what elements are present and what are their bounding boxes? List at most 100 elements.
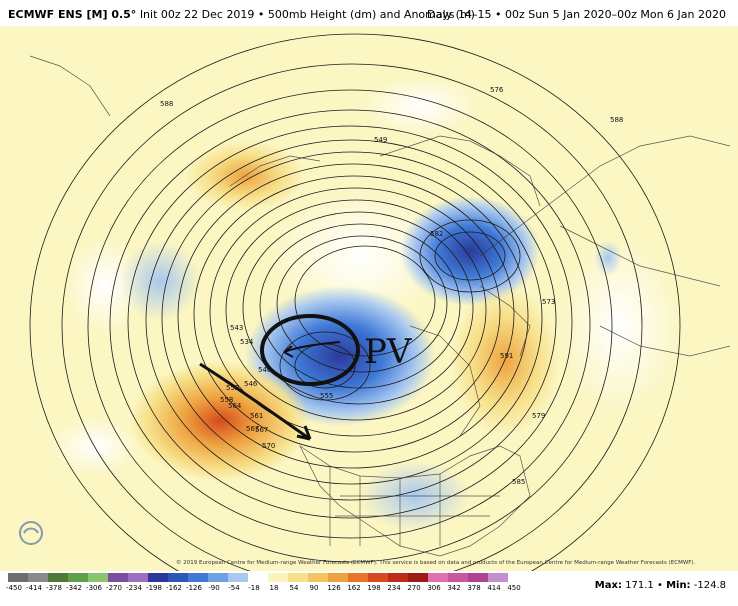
neutral-region bbox=[360, 76, 480, 136]
colorbar-swatch bbox=[488, 573, 508, 582]
colorbar-swatch bbox=[368, 573, 388, 582]
colorbar-tick-label: -450 bbox=[6, 584, 22, 592]
colorbar-tick-label: 234 bbox=[387, 584, 401, 592]
colorbar-swatch bbox=[208, 573, 228, 582]
colorbar-tick-label: 414 bbox=[487, 584, 501, 592]
colorbar-swatch bbox=[148, 573, 168, 582]
contour-label: 549 bbox=[374, 136, 387, 144]
chart-title: ECMWF ENS [M] 0.5° Init 00z 22 Dec 2019 … bbox=[8, 8, 475, 21]
min-value: -124.8 bbox=[693, 580, 726, 591]
init-time: Init 00z 22 Dec 2019 • 500mb Height (dm)… bbox=[139, 8, 475, 21]
colorbar-tick-label: 306 bbox=[427, 584, 441, 592]
separator-dot: • bbox=[656, 580, 663, 591]
colorbar-swatch bbox=[388, 573, 408, 582]
colorbar-tick-label: -18 bbox=[248, 584, 260, 592]
contour-label: 552 bbox=[226, 384, 239, 392]
colorbar-swatch bbox=[48, 573, 68, 582]
warm-anomaly-atlantic bbox=[450, 286, 560, 436]
cold-anomaly-asia bbox=[594, 240, 622, 276]
colorbar-tick-label: 90 bbox=[309, 584, 319, 592]
colorbar-swatch bbox=[268, 573, 288, 582]
colorbar-swatch bbox=[8, 573, 28, 582]
colorbar-tick-label: -198 bbox=[146, 584, 162, 592]
pv-circle-annotation bbox=[260, 314, 360, 386]
colorbar-tick-label: 162 bbox=[347, 584, 361, 592]
weatherbell-logo bbox=[18, 520, 44, 550]
colorbar-tick-label: -342 bbox=[66, 584, 82, 592]
colorbar-tick-label: -234 bbox=[126, 584, 142, 592]
max-value: 171.1 bbox=[625, 580, 654, 591]
contour-label: 534 bbox=[240, 338, 254, 346]
colorbar-swatch bbox=[68, 573, 88, 582]
max-min-readout: Max: 171.1 • Min: -124.8 bbox=[595, 580, 726, 591]
flow-arrow-annotation bbox=[199, 362, 311, 441]
contour-label: 579 bbox=[532, 412, 545, 420]
colorbar-swatch bbox=[108, 573, 128, 582]
colorbar-swatch bbox=[468, 573, 488, 582]
colorbar-labels: -450 -414 -378 -342 -306 -270 -234 -198 -162 -126… bbox=[4, 584, 524, 592]
colorbar: -450 -414 -378 -342 -306 -270 -234 -198 -162 -126… bbox=[0, 571, 738, 606]
logo-swirl-icon bbox=[19, 521, 43, 545]
colorbar-swatch bbox=[228, 573, 248, 582]
colorbar-tick-label: 198 bbox=[367, 584, 381, 592]
contour-label: 588 bbox=[160, 100, 173, 108]
contour-label: 582 bbox=[430, 230, 443, 238]
contour-label: 573 bbox=[542, 298, 555, 306]
contour-label: 558 bbox=[220, 396, 233, 404]
coastlines bbox=[29, 55, 731, 557]
max-label: Max: bbox=[594, 580, 622, 591]
colorbar-tick-label: -54 bbox=[228, 584, 240, 592]
contour-label: 540 bbox=[258, 366, 271, 374]
contour-label: 585 bbox=[512, 478, 525, 486]
pv-swirl-arrowhead bbox=[283, 345, 294, 358]
contour-label: 555 bbox=[320, 392, 333, 400]
colorbar-tick-label: 270 bbox=[407, 584, 421, 592]
contour-label: 546 bbox=[244, 380, 258, 388]
colorbar-swatch bbox=[288, 573, 308, 582]
contour-label: 561 bbox=[250, 412, 263, 420]
colorbar-tick-label: 126 bbox=[327, 584, 341, 592]
colorbar-tick-label: 18 bbox=[269, 584, 279, 592]
colorbar-swatch bbox=[248, 573, 268, 582]
colorbar-swatch bbox=[348, 573, 368, 582]
chart-header: ECMWF ENS [M] 0.5° Init 00z 22 Dec 2019 … bbox=[0, 0, 738, 26]
colorbar-tick-label: 450 bbox=[507, 584, 521, 592]
colorbar-tick-label: -378 bbox=[46, 584, 62, 592]
contour-label: 591 bbox=[500, 352, 513, 360]
colorbar-swatch bbox=[328, 573, 348, 582]
model-name: ECMWF ENS [M] 0.5° bbox=[8, 8, 137, 21]
colorbar-tick-label: -306 bbox=[86, 584, 102, 592]
contour-label: 564 bbox=[228, 402, 242, 410]
colorbar-swatch bbox=[88, 573, 108, 582]
cold-anomaly-europe bbox=[400, 196, 540, 306]
contour-label: 567 bbox=[246, 425, 259, 433]
contour-label: 576 bbox=[490, 86, 504, 94]
warm-anomaly-pacific bbox=[130, 361, 310, 481]
neutral-region bbox=[50, 416, 140, 476]
pv-label: PV bbox=[364, 332, 413, 372]
trough-contours bbox=[279, 219, 521, 401]
flow-arrowhead bbox=[296, 425, 312, 441]
pv-swirl-annotation bbox=[283, 341, 341, 353]
neutral-region bbox=[65, 236, 145, 336]
contour-label: 570 bbox=[262, 442, 275, 450]
cold-anomaly-pacific bbox=[120, 241, 200, 321]
colorbar-swatch bbox=[128, 573, 148, 582]
colorbar-swatch bbox=[28, 573, 48, 582]
contour-label: 567 bbox=[255, 426, 268, 434]
colorbar-tick-label: -162 bbox=[166, 584, 182, 592]
colorbar-swatch bbox=[428, 573, 448, 582]
polar-map: 588 549 576 588 543 534 540 546 552 558 … bbox=[0, 26, 738, 571]
colorbar-tick-label: 342 bbox=[447, 584, 461, 592]
colorbar-tick-label: -90 bbox=[208, 584, 220, 592]
colorbar-tick-label: -270 bbox=[106, 584, 122, 592]
colorbar-swatch bbox=[168, 573, 188, 582]
copyright-notice: © 2019 European Centre for Medium-range … bbox=[176, 560, 696, 566]
colorbar-swatch bbox=[408, 573, 428, 582]
contour-label: 588 bbox=[610, 116, 623, 124]
colorbar-tick-label: -414 bbox=[26, 584, 42, 592]
neutral-region bbox=[560, 236, 680, 416]
colorbar-tick-label: -126 bbox=[186, 584, 202, 592]
colorbar-tick-label: 378 bbox=[467, 584, 481, 592]
height-contours bbox=[29, 33, 681, 571]
